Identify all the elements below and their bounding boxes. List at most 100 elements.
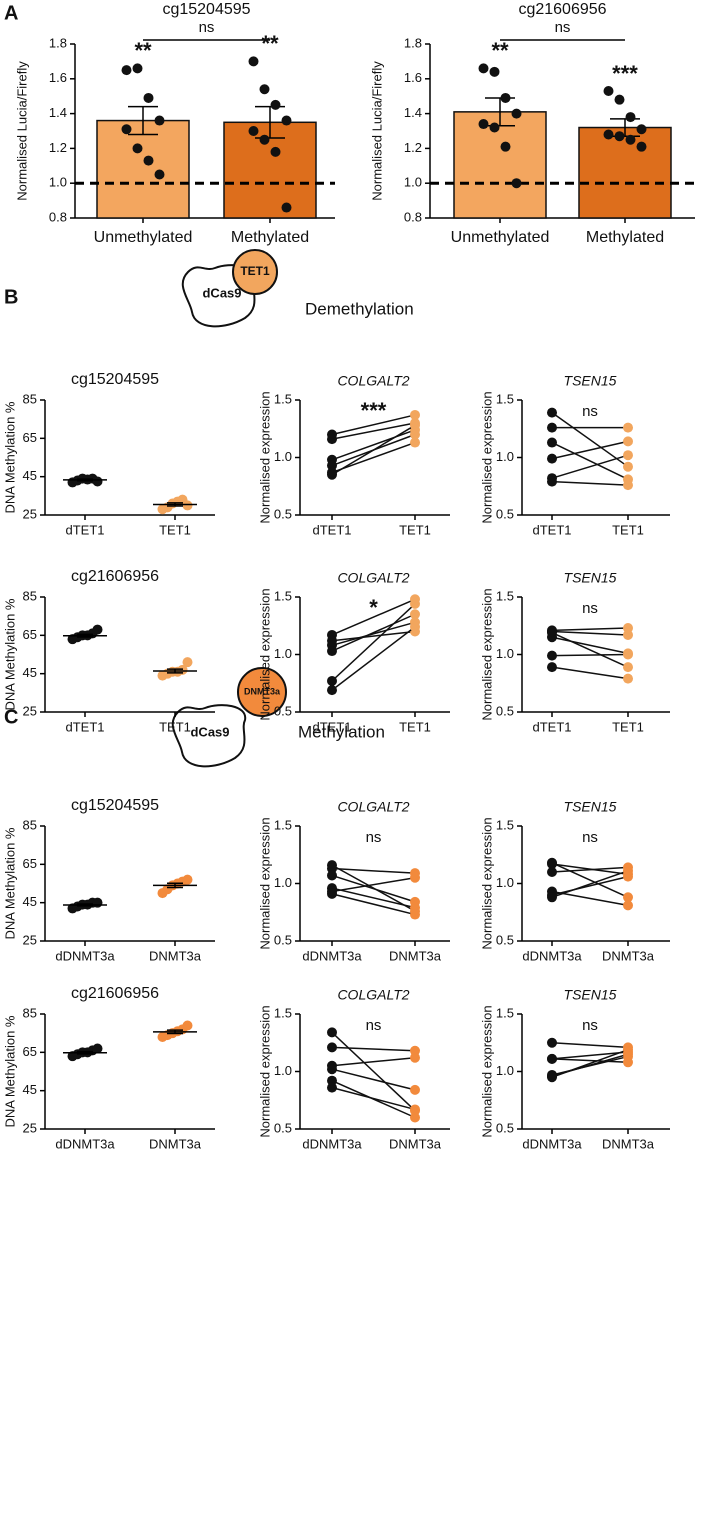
y-tick-label: 25	[23, 1120, 37, 1135]
x-tick-label: dTET1	[312, 719, 351, 734]
data-point	[500, 92, 511, 103]
data-point	[154, 115, 165, 126]
error-bar	[77, 1050, 93, 1055]
y-tick-label: 1.4	[49, 105, 67, 120]
chart-title: TSEN15	[564, 373, 617, 389]
pair-line	[551, 890, 629, 907]
y-tick-label: 1.0	[496, 1063, 514, 1078]
y-tick-label: 0.5	[274, 932, 292, 947]
x-tick-label: DNMT3a	[389, 1136, 442, 1151]
y-axis-label: DNA Methylation %	[2, 401, 17, 513]
data-point	[623, 623, 633, 634]
error-bar	[77, 478, 93, 482]
y-tick-label: 0.5	[274, 506, 292, 521]
y-axis-label: Normalised expression	[479, 1005, 494, 1137]
pair-line	[331, 424, 416, 476]
pair-line	[551, 866, 629, 873]
y-tick-label: 1.5	[496, 817, 514, 832]
y-axis-label: Normalised expression	[257, 817, 272, 949]
x-tick-label: dTET1	[532, 522, 571, 537]
data-point	[547, 858, 557, 869]
pair-line	[331, 1056, 416, 1067]
y-tick-label: 1.5	[496, 391, 514, 406]
y-tick-label: 25	[23, 506, 37, 521]
y-axis-label: Normalised expression	[257, 391, 272, 523]
pair-line	[551, 631, 629, 668]
data-point	[547, 476, 557, 487]
data-point	[410, 872, 420, 883]
chart-title: cg21606956	[518, 1, 606, 18]
x-tick-label: DNMT3a	[149, 1136, 202, 1151]
data-point	[248, 56, 259, 67]
y-tick-label: 1.6	[404, 70, 422, 85]
y-axis-label: Normalised expression	[479, 588, 494, 720]
y-axis-label: DNA Methylation %	[2, 598, 17, 710]
data-point	[489, 122, 500, 133]
pair-line	[331, 1086, 416, 1111]
chart-title: cg15204595	[162, 1, 250, 18]
y-tick-label: 45	[23, 894, 37, 909]
pair-line	[551, 870, 629, 899]
data-point	[547, 650, 557, 661]
pair-line	[331, 874, 416, 903]
data-point	[511, 108, 522, 119]
data-point	[623, 649, 633, 660]
data-point	[410, 621, 420, 632]
panel-label: B	[4, 286, 18, 308]
data-point	[547, 453, 557, 464]
data-point	[636, 124, 647, 135]
y-tick-label: 45	[23, 1082, 37, 1097]
data-point	[547, 1053, 557, 1064]
pair-line	[331, 613, 416, 652]
pair-line	[551, 653, 629, 657]
y-tick-label: 45	[23, 468, 37, 483]
error-bar	[167, 502, 183, 507]
pair-line	[551, 862, 629, 898]
error-bar	[77, 903, 93, 907]
y-axis-label: Normalised expression	[479, 817, 494, 949]
x-tick-label: TET1	[159, 719, 191, 734]
y-axis-label: DNA Methylation %	[2, 827, 17, 939]
data-point	[410, 420, 420, 431]
y-tick-label: 0.5	[274, 1120, 292, 1135]
pair-line	[551, 412, 629, 468]
pair-line	[551, 1058, 629, 1064]
y-tick-label: 1.0	[274, 875, 292, 890]
data-point	[270, 99, 281, 110]
data-point	[623, 629, 633, 640]
data-point	[327, 870, 337, 881]
x-tick-label: Methylated	[586, 229, 664, 246]
y-tick-label: 25	[23, 703, 37, 718]
data-point	[511, 178, 522, 189]
significance: ns	[582, 1017, 598, 1034]
data-point	[182, 657, 193, 668]
data-point	[410, 409, 420, 420]
data-point	[154, 169, 165, 180]
y-tick-label: 85	[23, 391, 37, 406]
chart-title: cg15204595	[71, 797, 159, 814]
pair-line	[551, 627, 629, 632]
data-point	[143, 92, 154, 103]
data-point	[410, 609, 420, 620]
pair-line	[331, 1031, 416, 1112]
data-point	[603, 85, 614, 96]
y-tick-label: 1.5	[274, 588, 292, 603]
data-point	[327, 675, 337, 686]
y-tick-label: 1.0	[274, 449, 292, 464]
x-tick-label: dDNMT3a	[302, 1136, 362, 1151]
chart-title: cg21606956	[71, 568, 159, 585]
significance: ns	[582, 829, 598, 846]
data-point	[623, 1049, 633, 1060]
data-point	[603, 129, 614, 140]
y-axis-label: Normalised expression	[257, 1005, 272, 1137]
data-point	[623, 436, 633, 447]
pair-line	[551, 440, 629, 460]
data-point	[547, 662, 557, 673]
x-tick-label: dDNMT3a	[522, 948, 582, 963]
data-point	[410, 429, 420, 440]
y-axis-label: Normalised Lucia/Firefly	[14, 61, 29, 201]
data-point	[327, 1064, 337, 1075]
data-point	[500, 141, 511, 152]
x-tick-label: dTET1	[532, 719, 571, 734]
chart-title: cg15204595	[71, 371, 159, 388]
